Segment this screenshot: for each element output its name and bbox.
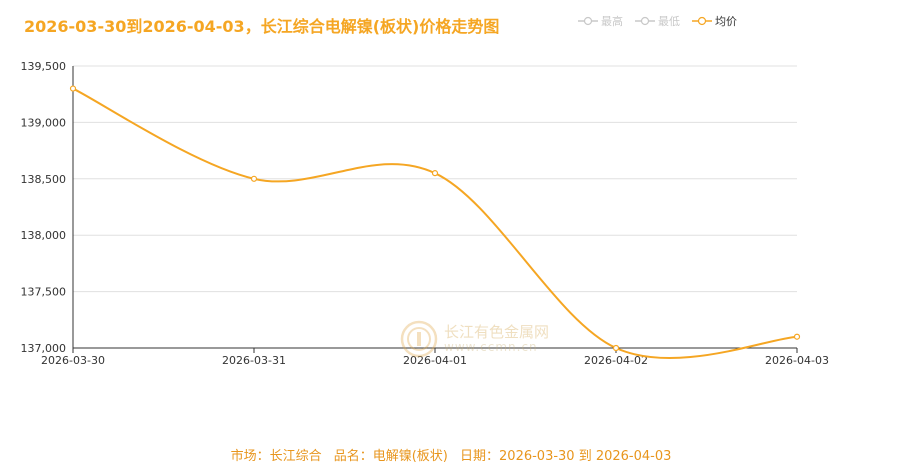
- watermark-url: www.ccmn.cn: [444, 340, 538, 354]
- watermark-logo-icon: [400, 320, 438, 358]
- y-axis: 137,000 137,500 138,000 138,500 139,000 139,5…: [21, 60, 74, 355]
- watermark-name: 长江有色金属网: [444, 323, 550, 341]
- legend-line-icon: [578, 16, 598, 26]
- grid-lines: [73, 65, 797, 349]
- legend-item-high[interactable]: 最高: [578, 13, 623, 29]
- y-tick-label: 138,500: [21, 173, 67, 186]
- data-point[interactable]: [612, 344, 620, 352]
- footer-market: 市场：长江综合: [230, 449, 322, 464]
- series-line-avg: [72, 87, 798, 360]
- x-tick-label: 2026-03-30: [41, 354, 105, 367]
- legend-line-icon: [635, 16, 655, 26]
- footer-info: 市场：长江综合 品名：电解镍(板状) 日期：2026-03-30 到 2026-…: [0, 445, 902, 464]
- legend-label-high: 最高: [601, 15, 623, 28]
- series-layer: [69, 85, 801, 360]
- legend-label-low: 最低: [658, 15, 680, 28]
- x-axis: 2026-03-30 2026-03-31 2026-04-01 2026-04-02…: [41, 348, 829, 367]
- x-tick-label: 2026-04-03: [765, 354, 829, 367]
- data-point[interactable]: [69, 85, 77, 92]
- legend-item-low[interactable]: 最低: [635, 13, 680, 29]
- legend-item-avg[interactable]: 均价: [692, 13, 737, 29]
- x-tick-label: 2026-04-02: [584, 354, 648, 367]
- chart-legend: 最高 最低 均价: [578, 13, 749, 29]
- legend-line-icon: [692, 16, 712, 26]
- x-tick-label: 2026-04-01: [403, 354, 467, 367]
- y-tick-label: 139,500: [21, 60, 67, 73]
- data-point[interactable]: [250, 175, 258, 182]
- footer-date: 日期：2026-03-30 到 2026-04-03: [460, 449, 672, 464]
- footer-product: 品名：电解镍(板状): [333, 449, 448, 464]
- legend-label-avg: 均价: [715, 15, 737, 28]
- y-tick-label: 137,000: [21, 342, 67, 355]
- y-tick-label: 138,000: [21, 229, 67, 242]
- y-tick-label: 139,000: [21, 116, 67, 129]
- data-point[interactable]: [793, 333, 801, 340]
- data-point[interactable]: [431, 170, 439, 177]
- line-chart: 137,000 137,500 138,000 138,500 139,000 139,5…: [21, 60, 829, 367]
- x-tick-label: 2026-03-31: [222, 354, 286, 367]
- chart-title: 2026-03-30到2026-04-03，长江综合电解镍(板状)价格走势图: [24, 17, 500, 36]
- watermark: 长江有色金属网 www.ccmn.cn: [400, 320, 549, 358]
- y-tick-label: 137,500: [21, 286, 67, 299]
